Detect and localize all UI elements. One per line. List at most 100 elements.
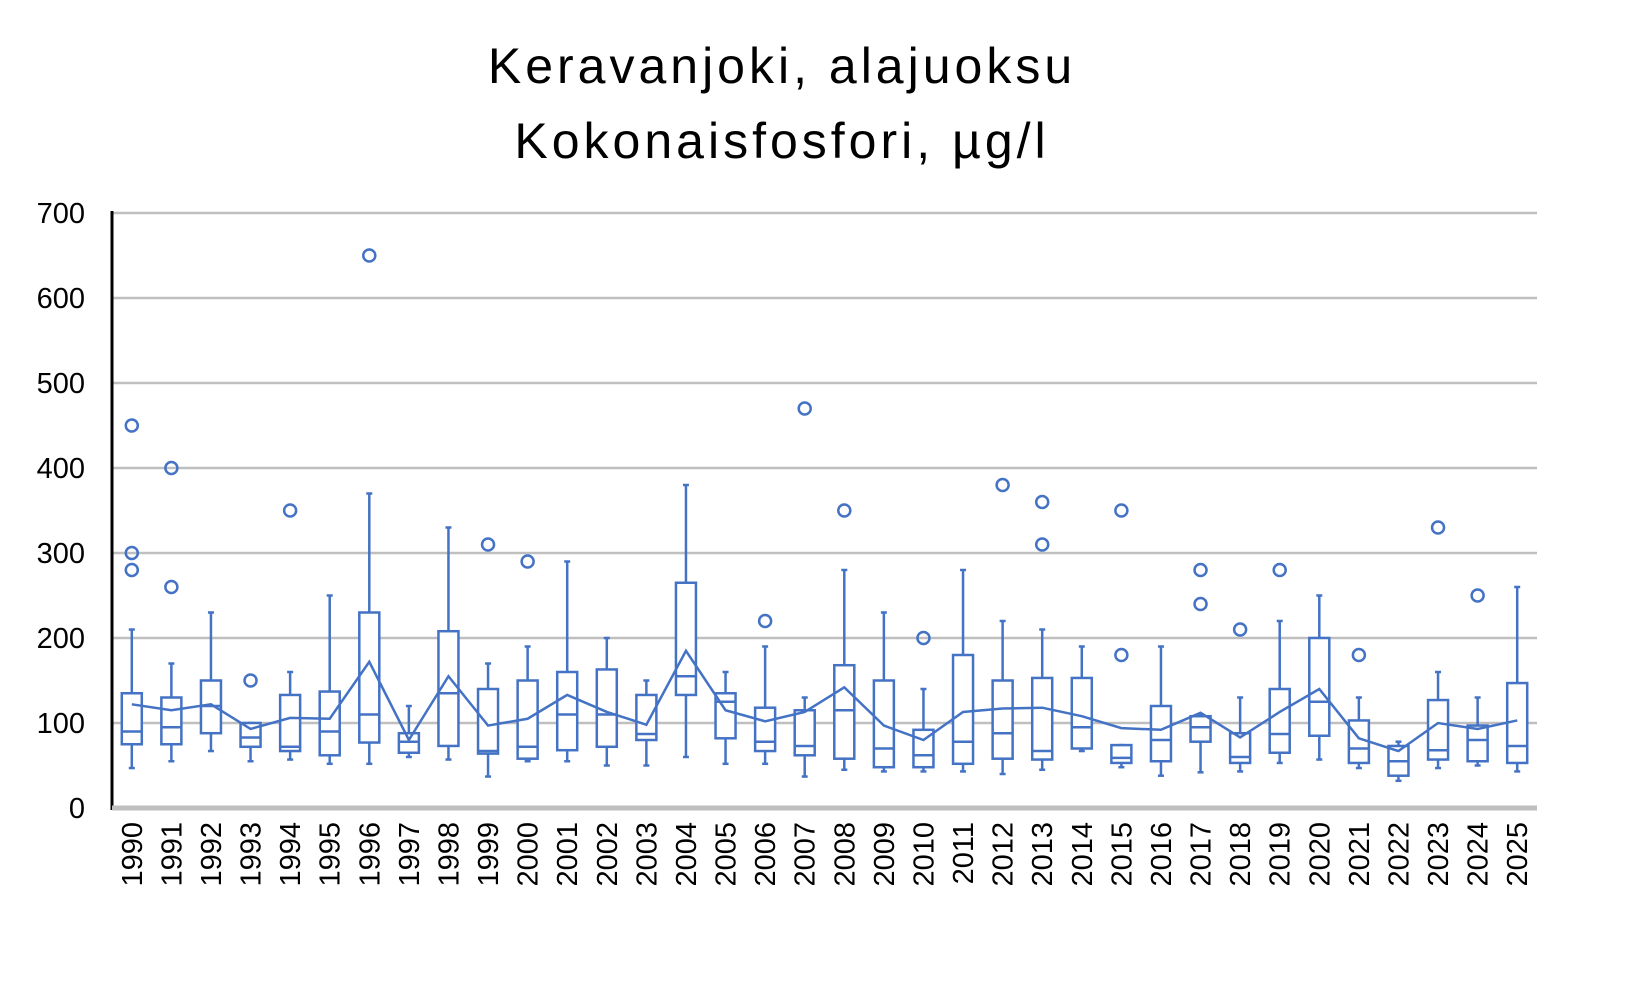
x-tick-label: 2001 [552, 822, 584, 887]
iqr-box [1228, 731, 1252, 765]
outlier-point [757, 613, 773, 629]
iqr-box [793, 709, 816, 757]
box-2003 [635, 679, 658, 767]
x-tick-label: 2018 [1225, 822, 1257, 887]
outlier-point [520, 554, 535, 569]
x-tick-label: 2000 [513, 822, 545, 887]
iqr-box [555, 670, 579, 752]
box-2015 [1110, 503, 1133, 769]
iqr-box [1308, 636, 1331, 737]
y-tick-label: 500 [37, 368, 85, 400]
box-2022 [1387, 740, 1410, 783]
box-2006 [753, 613, 777, 766]
outlier-point [1351, 647, 1367, 663]
box-2001 [555, 560, 579, 763]
x-tick-label: 2016 [1146, 822, 1178, 887]
gridlines [112, 211, 1537, 725]
box-2013 [1030, 494, 1054, 771]
x-tick-label: 2022 [1383, 822, 1415, 887]
outlier-point [282, 503, 298, 518]
iqr-box [1268, 687, 1291, 754]
y-tick-label: 0 [69, 793, 85, 825]
iqr-box [318, 690, 341, 757]
x-tick-label: 2004 [671, 822, 703, 887]
iqr-box [1030, 676, 1054, 761]
box-2004 [674, 483, 698, 759]
box-2009 [872, 611, 896, 773]
outlier-point [1034, 494, 1050, 510]
box-2000 [516, 554, 539, 763]
plot-marks [120, 248, 1529, 783]
box-2020 [1308, 594, 1331, 761]
x-tick-label: 2003 [631, 822, 663, 887]
box-1998 [437, 526, 460, 761]
box-1992 [199, 611, 223, 753]
box-2011 [951, 568, 975, 773]
x-tick-label: 2024 [1463, 822, 1495, 887]
x-tick-label: 2006 [750, 822, 782, 887]
outlier-point [995, 477, 1010, 493]
x-tick-label: 2020 [1304, 822, 1336, 887]
outlier-point [1470, 588, 1485, 603]
x-tick-label: 2007 [790, 822, 822, 887]
outlier-point [1193, 596, 1208, 612]
iqr-box [1149, 704, 1173, 763]
y-tick-label: 700 [37, 198, 85, 230]
box-2017 [1189, 562, 1212, 774]
x-tick-label: 2009 [869, 822, 901, 887]
box-1995 [318, 594, 341, 766]
x-tick-label: 2008 [829, 822, 861, 887]
iqr-box [397, 731, 421, 755]
outlier-point [837, 503, 852, 518]
box-2021 [1347, 647, 1371, 770]
x-tick-label: 2011 [948, 822, 980, 884]
outlier-point [362, 248, 377, 263]
outlier-point [1232, 622, 1248, 637]
iqr-box [120, 692, 144, 746]
iqr-box [476, 687, 500, 755]
iqr-box [635, 693, 658, 742]
x-tick-label: 2010 [908, 822, 940, 887]
box-2002 [595, 636, 619, 767]
box-1997 [397, 704, 421, 759]
x-tick-label: 2019 [1265, 822, 1297, 887]
outlier-point [1430, 520, 1446, 535]
x-tick-label: 2023 [1423, 822, 1455, 887]
y-tick-label: 400 [37, 453, 85, 485]
iqr-box [1070, 676, 1094, 750]
x-tick-label: 1993 [236, 822, 268, 887]
y-tick-label: 300 [37, 538, 85, 570]
x-tick-label: 1999 [473, 822, 505, 887]
box-1996 [358, 248, 381, 766]
iqr-box [833, 663, 856, 760]
outlier-point [1272, 562, 1287, 578]
y-tick-label: 600 [37, 283, 85, 315]
chart-title-line-2: Kokonaisfosfori, µg/l [514, 113, 1049, 169]
box-2025 [1505, 585, 1529, 773]
outlier-point [243, 673, 258, 688]
outlier-point [164, 579, 179, 595]
box-2007 [793, 401, 816, 778]
chart-title-line-1: Keravanjoki, alajuoksu [488, 38, 1076, 94]
box-2024 [1466, 588, 1489, 767]
x-tick-label: 1995 [315, 822, 347, 887]
mean-line [131, 648, 1518, 753]
box-2018 [1228, 622, 1252, 773]
x-tick-label: 2021 [1344, 822, 1376, 887]
y-axis-ticks: 0 100 200 300 400 500 600 700 [37, 198, 85, 825]
x-tick-label: 2025 [1502, 822, 1534, 887]
outlier-point [797, 401, 812, 416]
x-tick-label: 1996 [354, 822, 386, 887]
iqr-box [1189, 714, 1212, 743]
outlier-point [916, 630, 931, 646]
box-2012 [991, 477, 1014, 776]
outlier-point [1114, 503, 1129, 518]
x-tick-label: 1990 [117, 822, 149, 887]
box-2016 [1149, 645, 1173, 777]
box-2019 [1268, 562, 1291, 765]
x-tick-label: 1998 [433, 822, 465, 887]
y-tick-label: 100 [37, 708, 85, 740]
outlier-point [1114, 647, 1129, 663]
iqr-box [991, 679, 1014, 760]
box-1999 [476, 537, 500, 778]
